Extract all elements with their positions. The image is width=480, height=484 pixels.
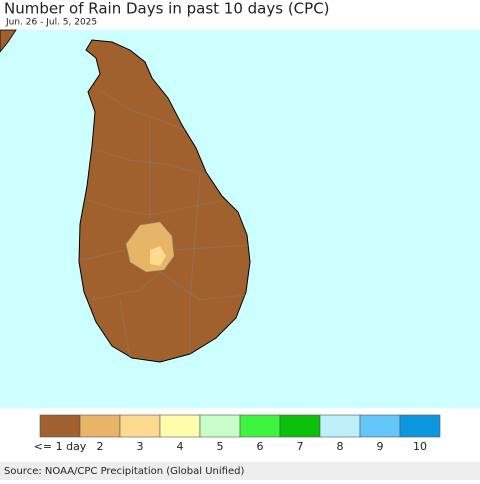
footer-bar bbox=[0, 462, 480, 480]
legend: <= 1 day 2 3 4 5 6 7 8 9 10 bbox=[34, 414, 441, 453]
legend-label: 3 bbox=[137, 440, 144, 453]
map bbox=[0, 29, 480, 408]
legend-swatch bbox=[359, 414, 401, 438]
legend-swatch bbox=[279, 414, 321, 438]
legend-swatch bbox=[159, 414, 201, 438]
legend-swatch bbox=[319, 414, 361, 438]
district-boundaries bbox=[81, 89, 249, 359]
legend-label: 10 bbox=[413, 440, 427, 453]
subtitle: Jun. 26 - Jul. 5, 2025 bbox=[5, 18, 97, 28]
legend-label: 2 bbox=[97, 440, 104, 453]
legend-label: 9 bbox=[377, 440, 384, 453]
legend-label: 8 bbox=[337, 440, 344, 453]
rain-area-3 bbox=[150, 246, 166, 266]
island bbox=[78, 39, 251, 363]
legend-swatch bbox=[199, 414, 241, 438]
legend-swatch bbox=[79, 414, 121, 438]
legend-label: 4 bbox=[177, 440, 184, 453]
legend-swatch bbox=[399, 414, 441, 438]
mainland-corner bbox=[0, 29, 17, 53]
source: Source: NOAA/CPC Precipitation (Global U… bbox=[4, 466, 244, 477]
legend-swatch bbox=[239, 414, 281, 438]
legend-swatch bbox=[39, 414, 81, 438]
legend-label: 7 bbox=[297, 440, 304, 453]
title: Number of Rain Days in past 10 days (CPC… bbox=[4, 0, 330, 18]
legend-label: 5 bbox=[217, 440, 224, 453]
legend-label: <= 1 day bbox=[34, 440, 87, 453]
legend-label: 6 bbox=[257, 440, 264, 453]
legend-swatch bbox=[119, 414, 161, 438]
